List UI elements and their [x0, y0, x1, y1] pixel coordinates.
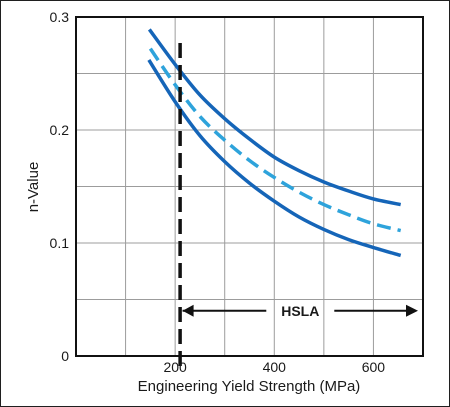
hsla-arrow-head-right — [406, 304, 418, 317]
series-line-1 — [147, 28, 402, 207]
axes-box — [75, 16, 424, 357]
hsla-label: HSLA — [281, 303, 319, 319]
y-tick-label: 0.2 — [50, 122, 70, 138]
axes — [75, 16, 424, 357]
x-tick-label: 200 — [163, 359, 187, 375]
series-line-3 — [147, 59, 402, 258]
hsla-arrow-head-left — [182, 304, 194, 317]
x-tick-label: 400 — [263, 359, 287, 375]
y-tick-label: 0.3 — [50, 9, 70, 25]
series-line-2 — [148, 47, 402, 233]
tick-labels: 200 400 600 0 0.1 0.2 0.3 — [50, 9, 386, 375]
annotation-layer: HSLA — [182, 303, 418, 319]
y-axis-label: n-Value — [25, 162, 42, 213]
x-tick-label: 600 — [362, 359, 386, 375]
y-tick-label: 0 — [61, 348, 69, 364]
y-tick-label: 0.1 — [50, 235, 70, 251]
series-layer — [147, 28, 402, 258]
x-axis-label: Engineering Yield Strength (MPa) — [138, 378, 361, 395]
